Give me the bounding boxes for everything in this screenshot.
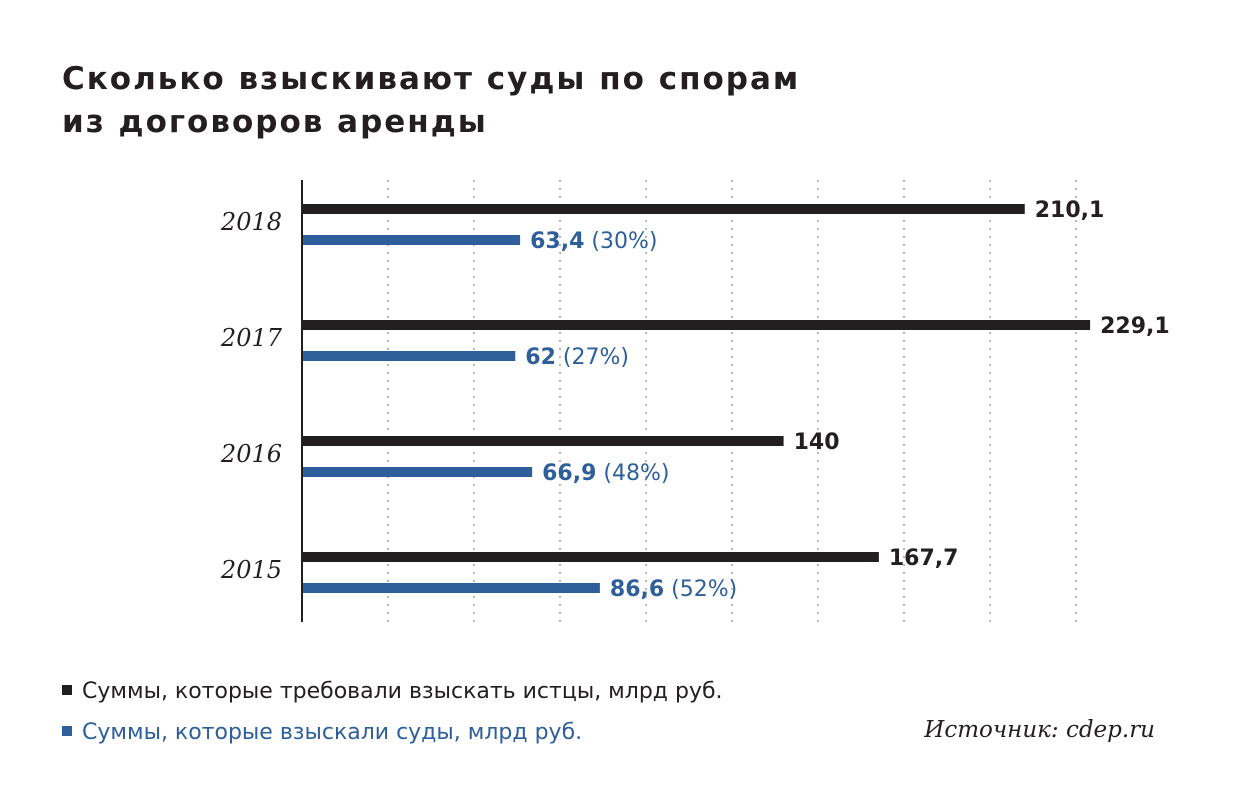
legend-item-awarded: Суммы, которые взыскали суды, млрд руб. — [62, 719, 582, 747]
bar-demanded-2016 — [302, 436, 784, 446]
bars — [302, 204, 1091, 593]
legend-item-demanded: Суммы, которые требовали взыскать истцы,… — [62, 678, 723, 706]
bar-awarded-2015 — [302, 583, 600, 593]
bar-demanded-2018 — [302, 204, 1025, 214]
source-note: Источник: cdep.ru — [924, 717, 1155, 743]
category-label-2018: 2018 — [220, 208, 282, 236]
data-label-awarded-value-2015: 86,6 — [610, 577, 664, 602]
data-label-awarded-share-2016: (48%) — [596, 461, 669, 486]
data-label-awarded-2017: 62 (27%) — [525, 345, 629, 370]
data-label-awarded-share-2015: (52%) — [664, 577, 737, 602]
data-labels: 210,1 63,4 (30%) 229,1 62 (27%) 140 66,9 (48%… — [525, 198, 1169, 602]
bar-demanded-2017 — [302, 320, 1091, 330]
data-label-awarded-value-2017: 62 — [525, 345, 556, 370]
legend-label-demanded: Суммы, которые требовали взыскать истцы,… — [82, 679, 723, 704]
data-label-awarded-2016: 66,9 (48%) — [542, 461, 669, 486]
category-label-2015: 2015 — [220, 556, 282, 584]
category-labels: 2018 2017 2016 2015 — [220, 208, 283, 584]
data-label-awarded-share-2017: (27%) — [556, 345, 629, 370]
chart-title-line-1: Сколько взыскивают суды по спорам — [62, 61, 801, 97]
data-label-demanded-2017: 229,1 — [1100, 314, 1170, 339]
data-label-demanded-2015: 167,7 — [889, 546, 959, 571]
category-label-2016: 2016 — [220, 440, 282, 468]
data-label-awarded-2018: 63,4 (30%) — [530, 229, 657, 254]
data-label-awarded-value-2016: 66,9 — [542, 461, 596, 486]
chart-title-line-2: из договоров аренды — [62, 104, 488, 140]
data-label-demanded-2016: 140 — [794, 430, 840, 455]
bar-demanded-2015 — [302, 552, 879, 562]
legend-swatch-awarded — [62, 726, 72, 736]
category-label-2017: 2017 — [220, 324, 283, 352]
data-label-awarded-share-2018: (30%) — [584, 229, 657, 254]
bar-awarded-2018 — [302, 235, 521, 245]
data-label-demanded-2018: 210,1 — [1035, 198, 1105, 223]
bar-awarded-2017 — [302, 351, 516, 361]
legend-swatch-demanded — [62, 685, 72, 695]
grid-lines — [387, 180, 1077, 622]
data-label-awarded-value-2018: 63,4 — [530, 229, 584, 254]
bar-awarded-2016 — [302, 467, 533, 477]
data-label-awarded-2015: 86,6 (52%) — [610, 577, 737, 602]
chart-title: Сколько взыскивают суды по спорам из дог… — [62, 58, 962, 144]
legend-label-awarded: Суммы, которые взыскали суды, млрд руб. — [82, 720, 583, 745]
